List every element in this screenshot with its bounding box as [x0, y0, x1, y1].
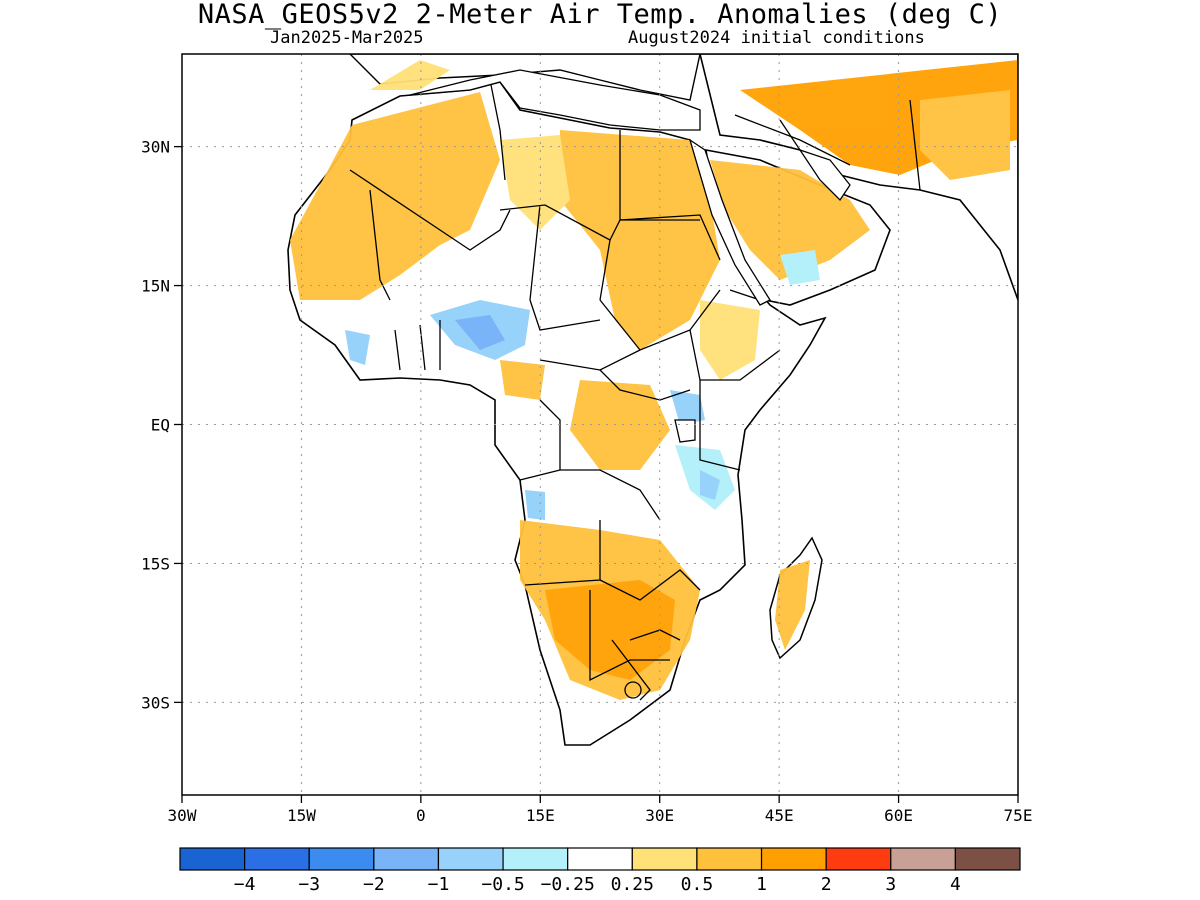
colorbar-label: −2	[363, 874, 385, 895]
lat-tick-label: 30N	[141, 138, 170, 157]
colorbar-label: 4	[950, 874, 961, 895]
colorbar-label: 0.25	[611, 874, 654, 895]
map-title: NASA_GEOS5v2 2-Meter Air Temp. Anomalies…	[197, 0, 1003, 30]
colorbar-label: 3	[885, 874, 896, 895]
lake-victoria	[674, 419, 696, 443]
colorbar-swatch	[437, 847, 504, 871]
persian-gulf	[798, 148, 851, 202]
lat-axis: 30N 15N EQ 15S 30S	[141, 138, 182, 712]
colorbar-swatch	[244, 847, 310, 871]
cool-anomaly-fill	[345, 250, 820, 520]
country-borders	[349, 79, 921, 701]
colorbar-swatch	[890, 847, 956, 871]
lon-axis: 30W 15W 0 15E 30E 45E 60E 75E	[168, 795, 1033, 825]
lon-tick-label: 30W	[168, 806, 197, 825]
lon-tick-label: 0	[416, 806, 426, 825]
lon-tick-label: 15E	[526, 806, 555, 825]
colorbar-label: 2	[821, 874, 832, 895]
colorbar-swatch	[696, 847, 763, 871]
map-area	[287, 54, 1018, 746]
colorbar-label: −3	[298, 874, 320, 895]
colorbar-swatch	[567, 847, 633, 871]
lon-tick-label: 30E	[645, 806, 674, 825]
lat-tick-label: 15S	[141, 554, 170, 573]
colorbar-swatch	[373, 847, 440, 871]
colorbar-swatch	[954, 847, 1021, 871]
colorbar-swatch	[502, 847, 569, 871]
lat-tick-label: 15N	[141, 277, 170, 296]
lon-tick-label: 45E	[765, 806, 794, 825]
gridlines	[182, 54, 1018, 795]
lon-tick-label: 60E	[884, 806, 913, 825]
lon-tick-label: 15W	[287, 806, 316, 825]
red-sea	[688, 138, 771, 306]
colorbar-label: −1	[428, 874, 450, 895]
colorbar-swatch	[179, 847, 246, 871]
colorbar-swatch	[760, 847, 827, 871]
forecast-period: Jan2025-Mar2025	[270, 28, 424, 48]
colorbar-swatch	[308, 847, 375, 871]
colorbar-label: 1	[756, 874, 767, 895]
colorbar-swatch	[631, 847, 698, 871]
colorbar-swatch	[825, 847, 892, 871]
colorbar-label: −0.25	[541, 874, 595, 895]
lat-tick-label: 30S	[141, 693, 170, 712]
lat-tick-label: EQ	[151, 416, 170, 435]
colorbar-label: −4	[234, 874, 256, 895]
lon-tick-label: 75E	[1004, 806, 1033, 825]
colorbar: −4 −3 −2 −1 −0.5 −0.25 0.25 0.5 1 2 3 4	[179, 847, 1021, 895]
colorbar-label: 0.5	[681, 874, 714, 895]
mediterranean-sea	[409, 69, 701, 131]
colorbar-label: −0.5	[481, 874, 524, 895]
initial-conditions: August2024 initial conditions	[628, 28, 925, 48]
